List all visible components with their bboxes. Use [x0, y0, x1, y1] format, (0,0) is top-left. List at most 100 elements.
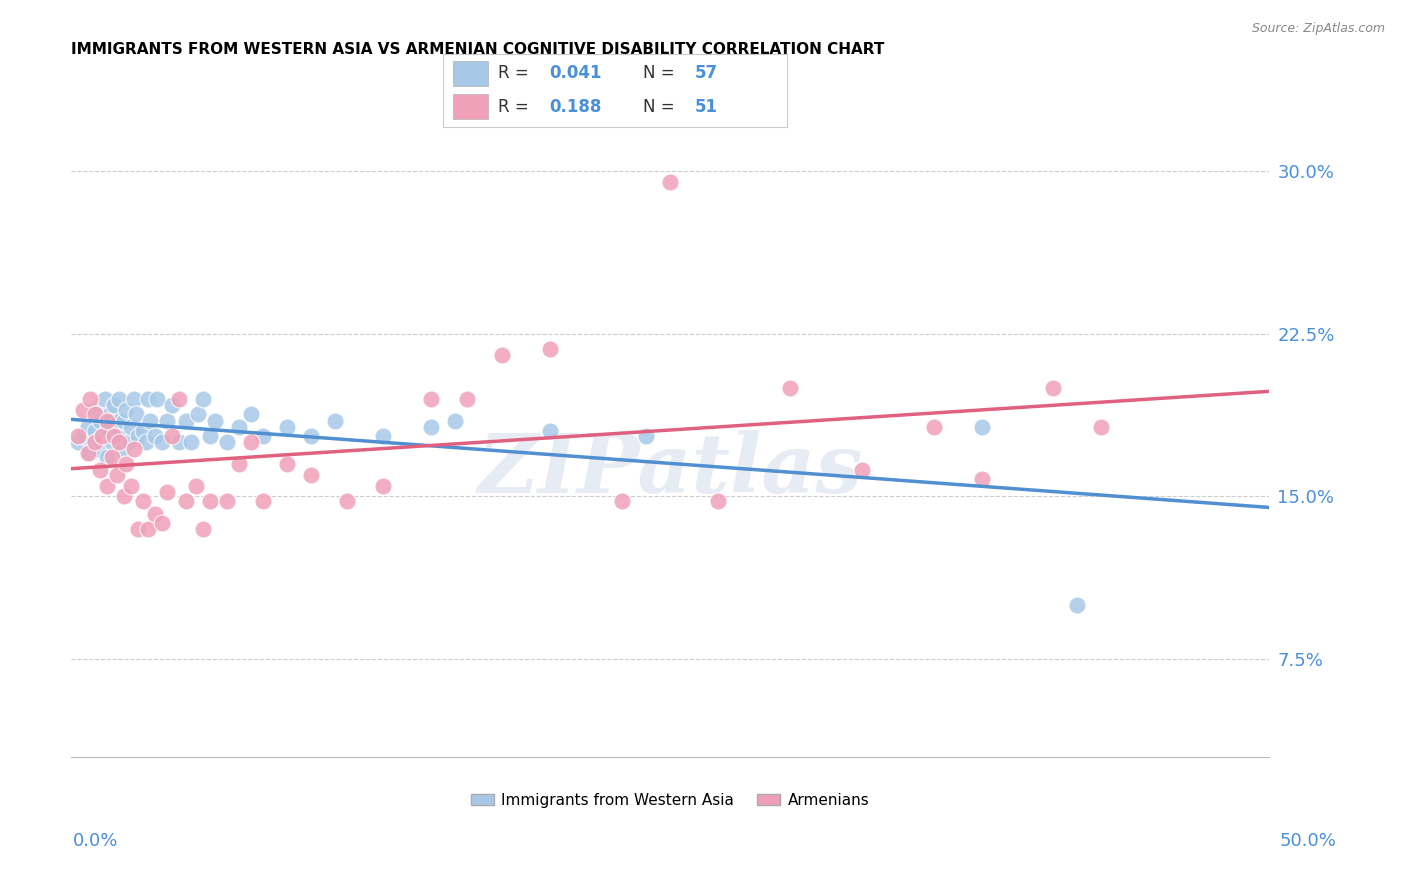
Point — [110, 442, 132, 456]
Text: N =: N = — [643, 63, 679, 81]
Text: 0.188: 0.188 — [550, 98, 602, 116]
Text: 50.0%: 50.0% — [1279, 831, 1336, 849]
Point — [105, 467, 128, 482]
Text: ZIPatlas: ZIPatlas — [478, 430, 863, 509]
Point — [143, 507, 166, 521]
Legend: Immigrants from Western Asia, Armenians: Immigrants from Western Asia, Armenians — [465, 787, 876, 814]
Point — [86, 442, 108, 456]
Point — [538, 425, 561, 439]
Point — [118, 435, 141, 450]
FancyBboxPatch shape — [453, 95, 488, 120]
Point — [659, 175, 682, 189]
Point — [299, 467, 322, 482]
Point — [72, 428, 94, 442]
Point — [1042, 381, 1064, 395]
Point — [132, 493, 155, 508]
Point — [105, 428, 128, 442]
Point — [103, 398, 125, 412]
Point — [108, 435, 131, 450]
Point — [136, 392, 159, 406]
Point — [77, 446, 100, 460]
Point — [120, 420, 142, 434]
Point — [215, 493, 238, 508]
Point — [174, 493, 197, 508]
Point — [72, 402, 94, 417]
Point — [371, 428, 394, 442]
Point — [146, 392, 169, 406]
Text: 57: 57 — [695, 63, 717, 81]
Point — [922, 420, 945, 434]
Point — [252, 428, 274, 442]
Point — [112, 413, 135, 427]
Point — [150, 435, 173, 450]
Point — [191, 392, 214, 406]
Point — [103, 428, 125, 442]
Point — [84, 402, 107, 417]
Point — [84, 407, 107, 421]
Point — [204, 413, 226, 427]
Point — [1066, 598, 1088, 612]
Point — [134, 435, 156, 450]
Text: IMMIGRANTS FROM WESTERN ASIA VS ARMENIAN COGNITIVE DISABILITY CORRELATION CHART: IMMIGRANTS FROM WESTERN ASIA VS ARMENIAN… — [72, 42, 884, 57]
Point — [239, 407, 262, 421]
Point — [89, 463, 111, 477]
Point — [101, 450, 124, 465]
Point — [707, 493, 730, 508]
Point — [198, 428, 221, 442]
Point — [228, 420, 250, 434]
Point — [82, 435, 104, 450]
Point — [336, 493, 359, 508]
Point — [101, 435, 124, 450]
Point — [125, 407, 148, 421]
Point — [184, 478, 207, 492]
Point — [491, 348, 513, 362]
Point — [122, 442, 145, 456]
Point — [443, 413, 465, 427]
Point — [276, 457, 298, 471]
Point — [167, 392, 190, 406]
Text: R =: R = — [498, 98, 534, 116]
Point — [160, 428, 183, 442]
Point — [180, 435, 202, 450]
Point — [96, 478, 118, 492]
Point — [67, 435, 90, 450]
Point — [150, 516, 173, 530]
Point — [98, 407, 121, 421]
Point — [79, 446, 101, 460]
Point — [127, 428, 149, 442]
FancyBboxPatch shape — [453, 61, 488, 86]
Point — [239, 435, 262, 450]
Point — [970, 420, 993, 434]
Point — [174, 413, 197, 427]
Point — [143, 428, 166, 442]
Point — [112, 490, 135, 504]
Point — [191, 522, 214, 536]
Point — [419, 392, 441, 406]
Point — [419, 420, 441, 434]
Point — [120, 478, 142, 492]
Text: N =: N = — [643, 98, 679, 116]
Point — [156, 413, 179, 427]
Point — [139, 413, 162, 427]
Text: Source: ZipAtlas.com: Source: ZipAtlas.com — [1251, 22, 1385, 36]
Point — [636, 428, 658, 442]
Point — [115, 457, 138, 471]
Point — [96, 450, 118, 465]
Point — [612, 493, 634, 508]
Point — [198, 493, 221, 508]
Point — [77, 420, 100, 434]
Point — [132, 425, 155, 439]
Point — [127, 522, 149, 536]
Point — [252, 493, 274, 508]
Point — [323, 413, 346, 427]
Point — [371, 478, 394, 492]
Point — [851, 463, 873, 477]
Point — [160, 398, 183, 412]
Point — [276, 420, 298, 434]
Text: R =: R = — [498, 63, 534, 81]
Point — [115, 402, 138, 417]
Point — [167, 435, 190, 450]
Text: 0.041: 0.041 — [550, 63, 602, 81]
Point — [970, 472, 993, 486]
Point — [136, 522, 159, 536]
